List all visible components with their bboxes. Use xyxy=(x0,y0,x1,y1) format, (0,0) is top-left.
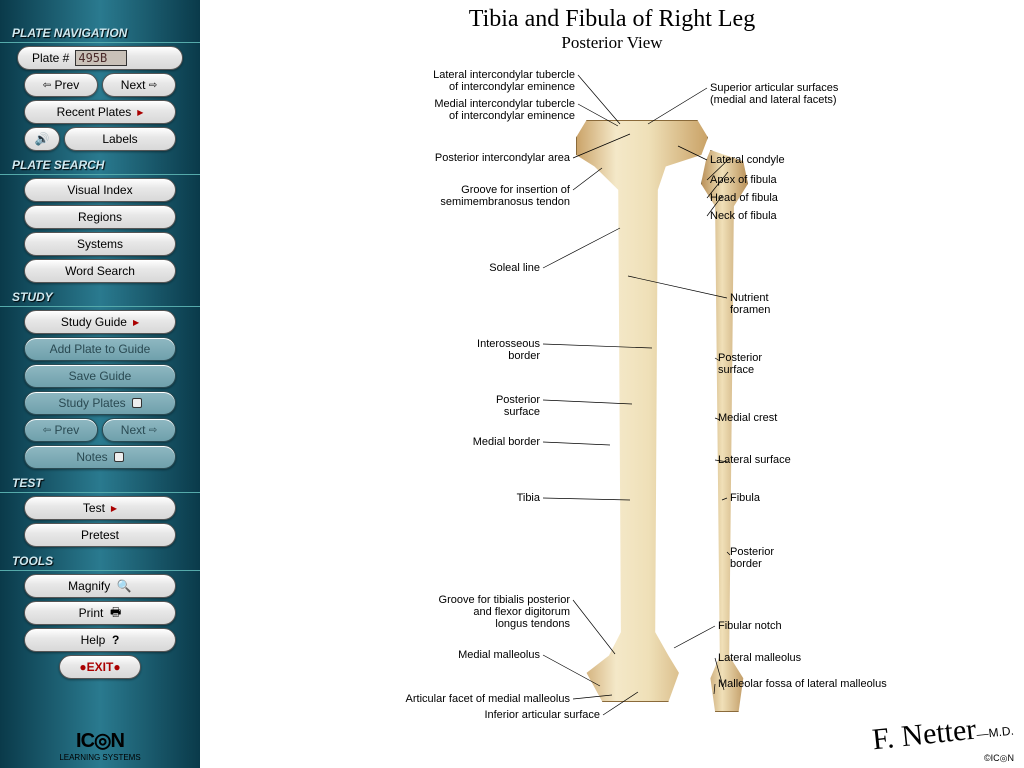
signature-sub: —M.D. xyxy=(976,724,1015,742)
section-search: PLATE SEARCH xyxy=(0,154,200,175)
help-button[interactable]: Help ? xyxy=(24,628,176,652)
anatomy-label: Tibia xyxy=(517,492,540,504)
anatomy-label: Posteriorborder xyxy=(730,546,774,570)
plate-title-block: Tibia and Fibula of Right Leg Posterior … xyxy=(200,6,1024,53)
anatomy-label: Articular facet of medial malleolus xyxy=(406,693,570,705)
arrow-left-icon: ⇦ xyxy=(43,80,51,91)
anatomy-label: Medial malleolus xyxy=(458,649,540,661)
systems-button[interactable]: Systems xyxy=(24,232,176,256)
anatomy-label: Fibular notch xyxy=(718,620,782,632)
section-study: STUDY xyxy=(0,286,200,307)
section-tools: TOOLS xyxy=(0,550,200,571)
test-button[interactable]: Test ▶ xyxy=(24,496,176,520)
plate-title: Tibia and Fibula of Right Leg xyxy=(200,6,1024,33)
sound-button[interactable]: 🔊 xyxy=(24,127,60,151)
anatomy-label: Soleal line xyxy=(489,262,540,274)
test-label: Test xyxy=(83,501,105,515)
triangle-icon: ▶ xyxy=(111,504,117,513)
study-next-label: Next xyxy=(121,423,146,437)
labels-button[interactable]: Labels xyxy=(64,127,176,151)
logo: IC◎N LEARNING SYSTEMS xyxy=(0,728,200,762)
plate-number-input[interactable] xyxy=(75,50,127,66)
visual-index-button[interactable]: Visual Index xyxy=(24,178,176,202)
box-icon xyxy=(114,452,124,462)
help-label: Help xyxy=(81,633,106,647)
study-plates-button: Study Plates xyxy=(24,391,176,415)
add-plate-button: Add Plate to Guide xyxy=(24,337,176,361)
anatomy-label: Malleolar fossa of lateral malleolus xyxy=(718,678,887,690)
bullet-icon: ● xyxy=(113,660,120,674)
sidebar: PLATE NAVIGATION Plate # ⇦ Prev Next ⇨ R… xyxy=(0,0,200,768)
recent-plates-button[interactable]: Recent Plates ▶ xyxy=(24,100,176,124)
main-plate: Tibia and Fibula of Right Leg Posterior … xyxy=(200,0,1024,768)
study-prev-label: Prev xyxy=(55,423,80,437)
magnify-label: Magnify xyxy=(68,579,110,593)
anatomy-label: Lateral malleolus xyxy=(718,652,801,664)
study-prev-button: ⇦ Prev xyxy=(24,418,98,442)
anatomy-label: Posteriorsurface xyxy=(718,352,762,376)
tibia-bone xyxy=(576,120,708,702)
prev-button[interactable]: ⇦ Prev xyxy=(24,73,98,97)
anatomy-label: Groove for insertion ofsemimembranosus t… xyxy=(440,184,570,208)
print-button[interactable]: Print 🖶 xyxy=(24,601,176,625)
logo-brand: IC◎N xyxy=(0,728,200,753)
anatomy-label: Apex of fibula xyxy=(710,174,777,186)
box-icon xyxy=(132,398,142,408)
exit-label: EXIT xyxy=(87,660,114,674)
anatomy-label: Superior articular surfaces(medial and l… xyxy=(710,82,838,106)
artist-signature: F. Netter—M.D. xyxy=(871,709,1015,758)
logo-sub: LEARNING SYSTEMS xyxy=(0,753,200,762)
question-icon: ? xyxy=(112,633,119,647)
notes-label: Notes xyxy=(76,450,107,464)
printer-icon: 🖶 xyxy=(110,603,121,624)
anatomy-label: Interosseousborder xyxy=(477,338,540,362)
exit-button[interactable]: ●EXIT● xyxy=(59,655,141,679)
triangle-icon: ▶ xyxy=(137,108,143,117)
anatomy-label: Groove for tibialis posteriorand flexor … xyxy=(439,594,570,630)
triangle-icon: ▶ xyxy=(133,318,139,327)
section-test: TEST xyxy=(0,472,200,493)
next-label: Next xyxy=(121,78,146,92)
notes-button: Notes xyxy=(24,445,176,469)
study-plates-label: Study Plates xyxy=(58,396,125,410)
anatomy-label: Medial border xyxy=(473,436,540,448)
arrow-right-icon: ⇨ xyxy=(149,80,157,91)
speaker-icon: 🔊 xyxy=(35,132,50,146)
section-nav: PLATE NAVIGATION xyxy=(0,22,200,43)
anatomy-label: Nutrientforamen xyxy=(730,292,770,316)
recent-label: Recent Plates xyxy=(57,105,132,119)
anatomy-label: Fibula xyxy=(730,492,760,504)
print-label: Print xyxy=(79,606,104,620)
save-guide-button: Save Guide xyxy=(24,364,176,388)
study-guide-button[interactable]: Study Guide ▶ xyxy=(24,310,176,334)
signature-name: F. Netter xyxy=(871,713,978,757)
pretest-button[interactable]: Pretest xyxy=(24,523,176,547)
anatomy-label: Lateral intercondylar tubercleof interco… xyxy=(433,69,575,93)
arrow-left-icon: ⇦ xyxy=(43,425,51,436)
next-button[interactable]: Next ⇨ xyxy=(102,73,176,97)
arrow-right-icon: ⇨ xyxy=(149,425,157,436)
plate-label: Plate # xyxy=(32,51,69,65)
anatomy-label: Posteriorsurface xyxy=(496,394,540,418)
anatomy-label: Medial intercondylar tubercleof intercon… xyxy=(434,98,575,122)
study-next-button: Next ⇨ xyxy=(102,418,176,442)
word-search-button[interactable]: Word Search xyxy=(24,259,176,283)
plate-number-button[interactable]: Plate # xyxy=(17,46,183,70)
labels-label: Labels xyxy=(102,132,137,146)
anatomy-label: Lateral surface xyxy=(718,454,791,466)
bullet-icon: ● xyxy=(79,660,86,674)
anatomy-label: Inferior articular surface xyxy=(484,709,600,721)
prev-label: Prev xyxy=(55,78,80,92)
copyright: ©IC◎N xyxy=(984,753,1014,764)
anatomy-label: Posterior intercondylar area xyxy=(435,152,570,164)
magnify-button[interactable]: Magnify 🔍 xyxy=(24,574,176,598)
regions-button[interactable]: Regions xyxy=(24,205,176,229)
anatomy-label: Lateral condyle xyxy=(710,154,785,166)
anatomy-label: Medial crest xyxy=(718,412,777,424)
magnify-icon: 🔍 xyxy=(117,579,132,593)
plate-subtitle: Posterior View xyxy=(200,33,1024,53)
study-guide-label: Study Guide xyxy=(61,315,127,329)
anatomy-label: Head of fibula xyxy=(710,192,778,204)
anatomy-label: Neck of fibula xyxy=(710,210,777,222)
